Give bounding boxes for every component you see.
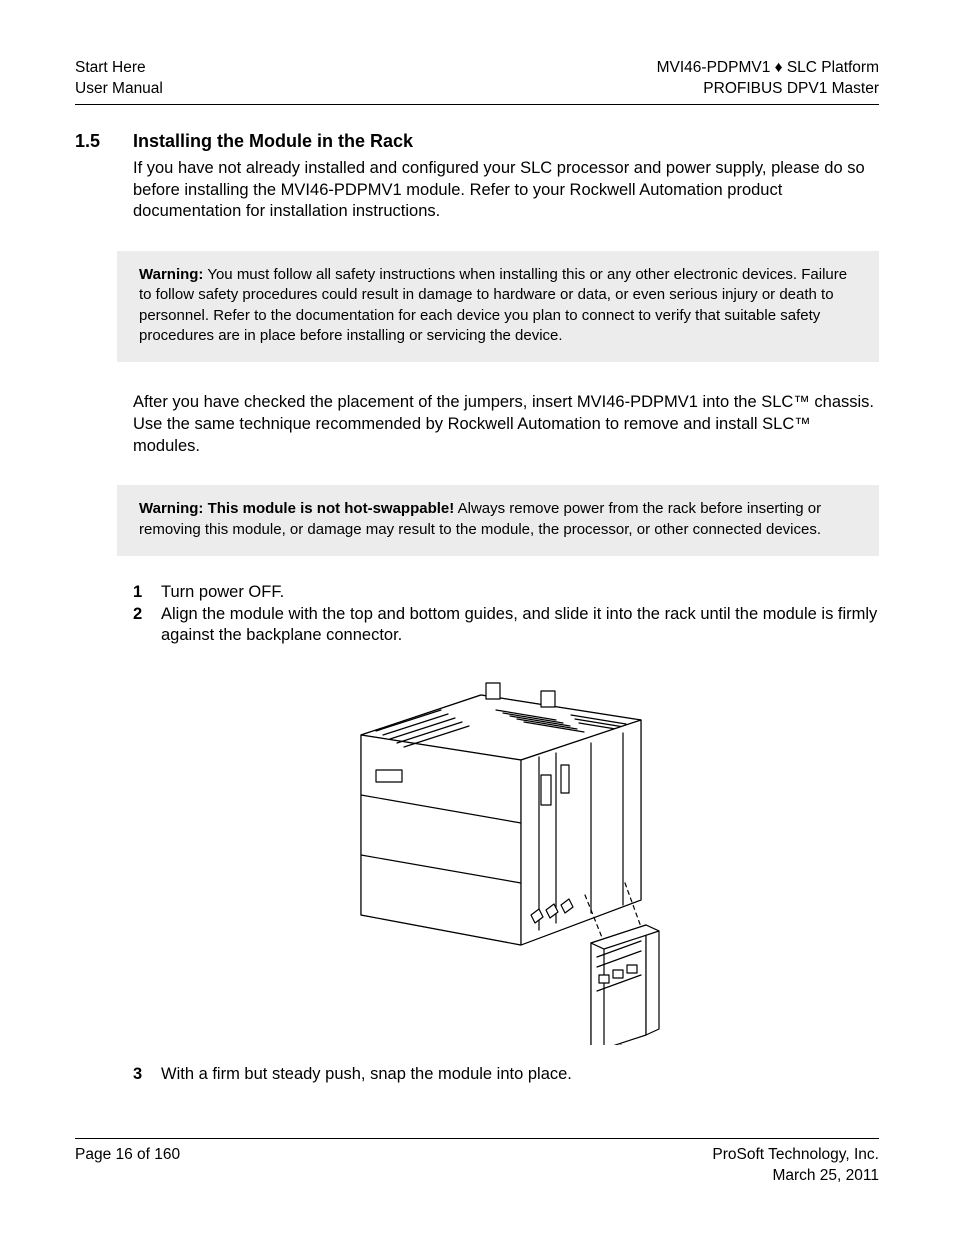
section-number: 1.5	[75, 131, 133, 152]
header-left-line1: Start Here	[75, 58, 163, 79]
step-num-3: 3	[133, 1064, 161, 1086]
running-header: Start Here User Manual MVI46-PDPMV1 ♦ SL…	[75, 58, 879, 100]
footer-company: ProSoft Technology, Inc.	[712, 1145, 879, 1166]
rack-insertion-diagram	[341, 665, 671, 1045]
content-area: 1.5 Installing the Module in the Rack If…	[75, 131, 879, 1086]
step-text-3: With a firm but steady push, snap the mo…	[161, 1064, 879, 1086]
step-row-2: 2 Align the module with the top and bott…	[133, 604, 879, 648]
warning-box-2: Warning: This module is not hot-swappabl…	[117, 485, 879, 556]
warning1-label: Warning:	[139, 266, 203, 283]
warning-box-1: Warning: You must follow all safety inst…	[117, 251, 879, 362]
running-footer: Page 16 of 160 ProSoft Technology, Inc. …	[75, 1138, 879, 1187]
header-right-line1: MVI46-PDPMV1 ♦ SLC Platform	[657, 58, 879, 79]
step-row-1: 1 Turn power OFF.	[133, 582, 879, 604]
intro-block: If you have not already installed and co…	[133, 158, 879, 223]
document-page: Start Here User Manual MVI46-PDPMV1 ♦ SL…	[0, 0, 954, 1235]
footer-page: Page 16 of 160	[75, 1145, 180, 1187]
header-left-line2: User Manual	[75, 79, 163, 100]
section-title: Installing the Module in the Rack	[133, 131, 413, 152]
step-row-3: 3 With a firm but steady push, snap the …	[133, 1064, 879, 1086]
header-rule	[75, 104, 879, 105]
figure-container	[133, 665, 879, 1050]
header-right: MVI46-PDPMV1 ♦ SLC Platform PROFIBUS DPV…	[657, 58, 879, 100]
steps-list: 1 Turn power OFF. 2 Align the module wit…	[133, 582, 879, 647]
header-left: Start Here User Manual	[75, 58, 163, 100]
step-num-1: 1	[133, 582, 161, 604]
para2-block: After you have checked the placement of …	[133, 392, 879, 457]
footer-right: ProSoft Technology, Inc. March 25, 2011	[712, 1145, 879, 1187]
step-num-2: 2	[133, 604, 161, 648]
header-right-line2: PROFIBUS DPV1 Master	[657, 79, 879, 100]
step-text-1: Turn power OFF.	[161, 582, 879, 604]
para2: After you have checked the placement of …	[133, 392, 879, 457]
footer-rule	[75, 1138, 879, 1139]
step-text-2: Align the module with the top and bottom…	[161, 604, 879, 648]
section-heading: 1.5 Installing the Module in the Rack	[75, 131, 879, 152]
warning2-label: Warning: This module is not hot-swappabl…	[139, 500, 454, 517]
intro-paragraph: If you have not already installed and co…	[133, 158, 879, 223]
footer-date: March 25, 2011	[712, 1166, 879, 1187]
steps-list-cont: 3 With a firm but steady push, snap the …	[133, 1064, 879, 1086]
footer-row: Page 16 of 160 ProSoft Technology, Inc. …	[75, 1145, 879, 1187]
warning1-text: You must follow all safety instructions …	[139, 266, 847, 344]
